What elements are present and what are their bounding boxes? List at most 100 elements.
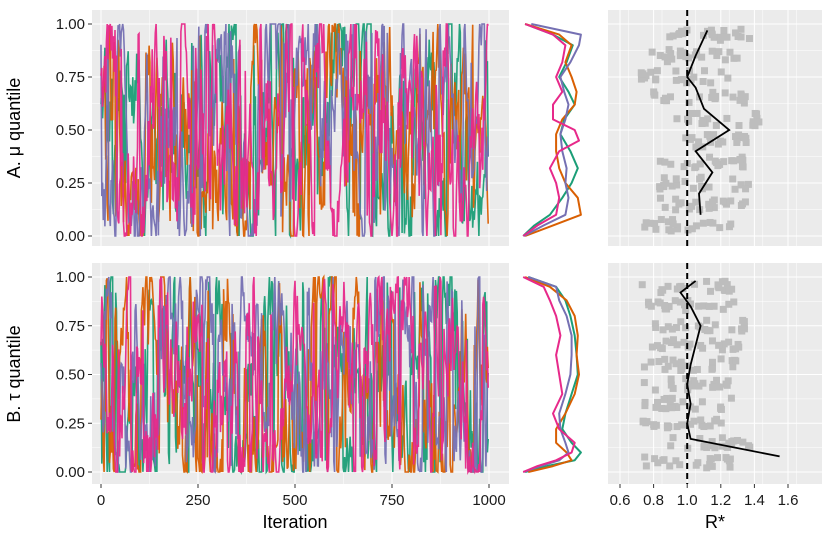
rstar-point — [725, 338, 733, 346]
rstar-point — [656, 52, 664, 60]
y-tick-label: 0.75 — [56, 69, 85, 86]
rstar-point — [744, 180, 752, 188]
rstar-point — [745, 35, 753, 43]
rstar-point — [707, 26, 715, 34]
rstar-point — [696, 175, 704, 183]
rstar-point — [667, 442, 675, 450]
rstar-point — [723, 33, 731, 41]
rstar-point — [710, 204, 718, 212]
rstar-point — [674, 225, 682, 233]
rstar-point — [715, 341, 723, 349]
rstar-point — [720, 27, 728, 35]
x-tick-label: 1.2 — [710, 492, 731, 509]
rstar-point — [673, 403, 681, 411]
rstar-point — [705, 183, 713, 191]
rstar-point — [731, 185, 739, 193]
rstar-point — [641, 402, 649, 410]
rstar-point — [647, 358, 655, 366]
rstar-point — [703, 327, 711, 335]
density-chain-3 — [522, 276, 573, 473]
rstar-point — [737, 90, 745, 98]
rstar-point — [689, 366, 697, 374]
rstar-point — [718, 434, 726, 442]
rstar-point — [727, 220, 735, 228]
rstar-point — [717, 33, 725, 41]
rstar-point — [739, 163, 747, 171]
rstar-point — [742, 185, 750, 193]
rstar-point — [720, 286, 728, 294]
rstar-point — [675, 30, 683, 38]
row-label-mu: A. μ quantile — [4, 78, 24, 178]
rstar-point — [724, 377, 732, 385]
rstar-point — [669, 384, 677, 392]
rstar-point — [656, 194, 664, 202]
rstar-point — [651, 455, 659, 463]
rstar-point — [700, 67, 708, 75]
rstar-point — [718, 346, 726, 354]
rstar-point — [662, 179, 670, 187]
rstar-point — [661, 158, 669, 166]
rstar-point — [688, 225, 696, 233]
rstar-point — [717, 355, 725, 363]
trace-lines — [100, 23, 489, 476]
x-axis-title-rstar: R* — [705, 512, 725, 532]
rstar-point — [697, 416, 705, 424]
rstar-point — [662, 337, 670, 345]
x-axis-title-iteration: Iteration — [262, 512, 327, 532]
rstar-point — [729, 93, 737, 101]
rstar-point — [755, 118, 763, 126]
rstar-point — [714, 162, 722, 170]
rstar-point — [648, 48, 656, 56]
rstar-point — [739, 438, 747, 446]
rstar-point — [693, 365, 701, 373]
rstar-point — [651, 386, 659, 394]
rstar-point — [713, 52, 721, 60]
rstar-point — [715, 48, 723, 56]
rstar-point — [639, 418, 647, 426]
density-chain-4 — [522, 23, 580, 237]
rstar-point — [658, 345, 666, 353]
rstar-point — [667, 227, 675, 235]
rstar-point — [728, 357, 736, 365]
rstar-point — [656, 185, 664, 193]
rstar-point — [653, 342, 661, 350]
rstar-point — [638, 281, 646, 289]
rstar-point — [680, 301, 688, 309]
rstar-point — [661, 301, 669, 309]
rstar-point — [680, 338, 688, 346]
rstar-median-line — [686, 30, 731, 215]
rstar-point — [708, 337, 716, 345]
rstar-point — [728, 326, 736, 334]
rstar-point — [654, 398, 662, 406]
rstar-point — [647, 68, 655, 76]
rstar-point — [710, 131, 718, 139]
rstar-point — [703, 277, 711, 285]
rstar-point — [646, 219, 654, 227]
rstar-point — [672, 457, 680, 465]
rstar-point — [661, 53, 669, 61]
rstar-point — [742, 139, 750, 147]
rstar-point — [679, 398, 687, 406]
rstar-point — [667, 50, 675, 58]
rstar-point — [709, 198, 717, 206]
rstar-point — [669, 434, 677, 442]
rstar-point — [682, 324, 690, 332]
rstar-point — [737, 181, 745, 189]
rstar-point — [699, 77, 707, 85]
rstar-point — [666, 462, 674, 470]
rstar-point — [745, 442, 753, 450]
rstar-point — [643, 418, 651, 426]
rstar-point — [664, 282, 672, 290]
rstar-point — [641, 453, 649, 461]
axes: 0.000.250.500.751.000.000.250.500.751.00… — [56, 16, 799, 509]
rstar-point — [739, 316, 747, 324]
rstar-point — [668, 182, 676, 190]
trace-chain-3 — [100, 276, 489, 474]
y-tick-label: 1.00 — [56, 16, 85, 33]
rstar-point — [640, 363, 648, 371]
rstar-point — [688, 134, 696, 142]
rstar-point — [723, 114, 731, 122]
rstar-point — [700, 302, 708, 310]
rstar-point — [673, 341, 681, 349]
